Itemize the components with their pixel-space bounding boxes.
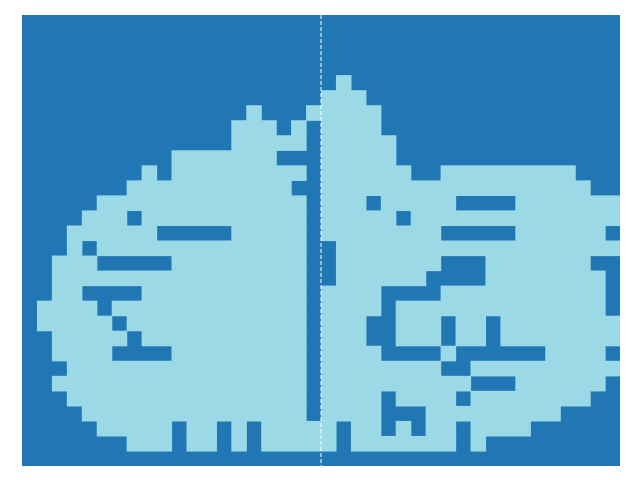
- floor-cell: [335, 270, 427, 287]
- floor-cell: [51, 270, 307, 287]
- floor-cell: [455, 315, 487, 332]
- floor-cell: [321, 315, 367, 332]
- floor-cell: [321, 150, 397, 166]
- floor-cell: [231, 225, 307, 242]
- floor-cell: [171, 150, 277, 166]
- floor-cell: [455, 330, 487, 347]
- floor-cell: [141, 210, 307, 227]
- floor-cell: [395, 330, 442, 347]
- floor-cell: [321, 405, 382, 422]
- floor-cell: [321, 195, 367, 212]
- floor-cell: [231, 120, 277, 136]
- floor-cell: [335, 255, 442, 272]
- floor-cell: [51, 345, 113, 362]
- floor-cell: [126, 435, 173, 452]
- floor-cell: [141, 330, 307, 347]
- floor-cell: [425, 405, 561, 422]
- floor-cell: [440, 165, 576, 181]
- floor-cell: [246, 105, 262, 121]
- floor-cell: [186, 420, 217, 437]
- floor-cell: [350, 435, 457, 452]
- floor-cell: [231, 435, 247, 452]
- floor-cell: [141, 285, 307, 302]
- floor-cell: [96, 420, 173, 437]
- floor-cell: [395, 420, 412, 437]
- floor-cell: [545, 345, 606, 362]
- floor-cell: [425, 420, 457, 437]
- floor-cell: [500, 315, 620, 332]
- floor-cell: [410, 210, 620, 227]
- floor-cell: [261, 420, 337, 437]
- floor-cell: [81, 210, 128, 227]
- floor-cell: [141, 165, 158, 181]
- floor-cell: [66, 240, 83, 257]
- floor-cell: [321, 180, 591, 196]
- floor-cell: [321, 225, 442, 242]
- floor-cell: [321, 345, 382, 362]
- floor-cell: [36, 300, 98, 317]
- floor-cell: [470, 435, 487, 452]
- floor-cell: [66, 360, 307, 377]
- floor-cell: [51, 285, 83, 302]
- floor-cell: [96, 195, 307, 212]
- floor-cell: [321, 135, 397, 151]
- floor-cell: [321, 375, 472, 392]
- floor-cell: [321, 120, 382, 136]
- floor-cell: [51, 375, 307, 392]
- floor-cell: [96, 240, 307, 257]
- floor-cell: [470, 420, 531, 437]
- floor-cell: [66, 225, 158, 242]
- floor-cell: [171, 345, 307, 362]
- floor-cell: [470, 360, 620, 377]
- floor-cell: [485, 270, 606, 287]
- floor-cell: [321, 360, 442, 377]
- floor-cell: [515, 195, 620, 212]
- floor-cell: [321, 165, 412, 181]
- floor-cell: [515, 225, 606, 242]
- floor-cell: [515, 375, 606, 392]
- floor-cell: [395, 315, 442, 332]
- floor-cell: [321, 90, 367, 106]
- floor-cell: [380, 195, 457, 212]
- floor-cell: [51, 255, 98, 272]
- floor-cell: [440, 285, 606, 302]
- floor-cell: [321, 330, 367, 347]
- maze-cells: [36, 75, 620, 452]
- floor-cell: [395, 390, 457, 407]
- floor-cell: [440, 345, 457, 362]
- floor-cell: [500, 330, 620, 347]
- floor-cell: [395, 300, 606, 317]
- maze-board[interactable]: [22, 15, 620, 466]
- floor-cell: [321, 285, 382, 302]
- floor-cell: [171, 165, 307, 181]
- floor-cell: [111, 300, 307, 317]
- floor-cell: [321, 210, 397, 227]
- floor-cell: [350, 420, 382, 437]
- floor-cell: [261, 435, 337, 452]
- floor-cell: [231, 135, 307, 151]
- floor-cell: [485, 255, 591, 272]
- floor-cell: [335, 75, 352, 91]
- floor-cell: [51, 330, 128, 347]
- floor-cell: [231, 420, 247, 437]
- floor-cell: [66, 390, 307, 407]
- floor-cell: [186, 435, 217, 452]
- floor-cell: [306, 105, 382, 121]
- floor-cell: [36, 315, 113, 332]
- floor-cell: [81, 405, 307, 422]
- floor-cell: [335, 240, 620, 257]
- floor-cell: [321, 390, 382, 407]
- floor-cell: [470, 390, 591, 407]
- floor-cell: [171, 255, 307, 272]
- floor-cell: [321, 300, 382, 317]
- floor-cell: [291, 120, 307, 136]
- floor-cell: [126, 180, 292, 196]
- floor-cell: [126, 315, 307, 332]
